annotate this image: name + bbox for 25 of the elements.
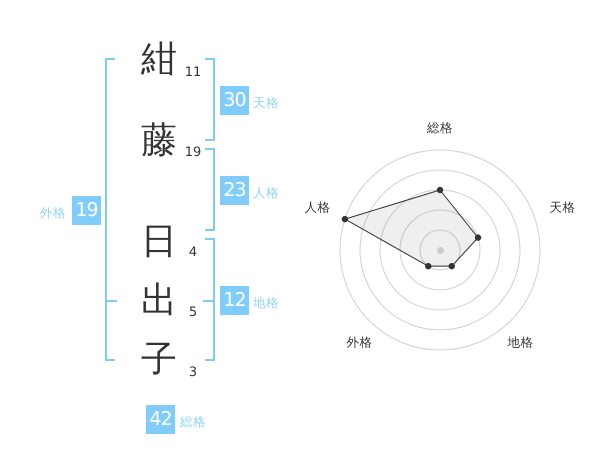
text: 5 [188,305,198,321]
text: 11 [184,65,202,81]
text: 外格 [40,205,66,221]
text: 19 [184,145,202,161]
text: 子 [140,339,178,380]
number-box: 42 [146,405,175,434]
text: 藤 [141,120,177,161]
number-box: 30 [220,86,249,115]
text: 総格 [180,414,206,430]
text: 日 [140,221,178,262]
text: 天格 [253,95,279,111]
text: 地格 [253,295,279,311]
number-box: 19 [72,196,101,225]
spoke-label: 人格 [304,199,331,214]
spoke-label: 天格 [549,199,576,214]
text: 出 [140,280,178,321]
spoke-label: 外格 [346,334,372,350]
spoke-label: 地格 [506,334,534,350]
spoke-label: 総格 [426,120,453,135]
number-box: 23 [220,176,249,205]
text: 人格 [253,185,279,201]
number-box: 12 [220,286,249,315]
text: 紺 [141,39,177,80]
text: 3 [188,365,198,381]
text: 4 [188,245,198,261]
